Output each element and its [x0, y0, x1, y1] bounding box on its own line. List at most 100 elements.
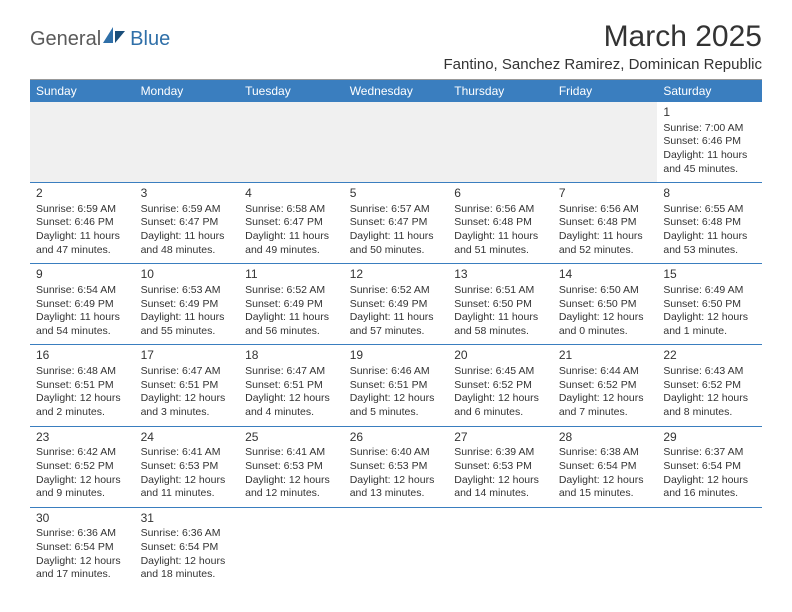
sunset-text: Sunset: 6:47 PM	[141, 216, 234, 230]
daylight-text: and 9 minutes.	[36, 487, 129, 501]
day-number: 5	[350, 186, 443, 202]
day-number: 9	[36, 267, 129, 283]
daylight-text: and 50 minutes.	[350, 244, 443, 258]
day-number: 30	[36, 511, 129, 527]
weekday-header: Friday	[553, 80, 658, 102]
sunrise-text: Sunrise: 6:51 AM	[454, 284, 547, 298]
calendar-day-cell: 13Sunrise: 6:51 AMSunset: 6:50 PMDayligh…	[448, 264, 553, 345]
daylight-text: and 45 minutes.	[663, 163, 756, 177]
sunset-text: Sunset: 6:51 PM	[141, 379, 234, 393]
daylight-text: Daylight: 12 hours	[36, 392, 129, 406]
day-number: 29	[663, 430, 756, 446]
day-number: 21	[559, 348, 652, 364]
daylight-text: and 14 minutes.	[454, 487, 547, 501]
daylight-text: Daylight: 11 hours	[454, 230, 547, 244]
daylight-text: Daylight: 12 hours	[663, 392, 756, 406]
calendar-day-cell	[239, 102, 344, 183]
sunrise-text: Sunrise: 6:38 AM	[559, 446, 652, 460]
calendar-day-cell	[30, 102, 135, 183]
calendar-day-cell	[344, 507, 449, 588]
calendar-day-cell: 27Sunrise: 6:39 AMSunset: 6:53 PMDayligh…	[448, 426, 553, 507]
weekday-header: Tuesday	[239, 80, 344, 102]
sunrise-text: Sunrise: 6:49 AM	[663, 284, 756, 298]
day-number: 25	[245, 430, 338, 446]
sunrise-text: Sunrise: 6:58 AM	[245, 203, 338, 217]
calendar-day-cell: 14Sunrise: 6:50 AMSunset: 6:50 PMDayligh…	[553, 264, 658, 345]
daylight-text: Daylight: 11 hours	[141, 311, 234, 325]
calendar-day-cell: 20Sunrise: 6:45 AMSunset: 6:52 PMDayligh…	[448, 345, 553, 426]
day-number: 11	[245, 267, 338, 283]
day-number: 7	[559, 186, 652, 202]
sunset-text: Sunset: 6:50 PM	[454, 298, 547, 312]
daylight-text: and 54 minutes.	[36, 325, 129, 339]
calendar-day-cell: 18Sunrise: 6:47 AMSunset: 6:51 PMDayligh…	[239, 345, 344, 426]
daylight-text: and 11 minutes.	[141, 487, 234, 501]
sunset-text: Sunset: 6:47 PM	[350, 216, 443, 230]
calendar-day-cell: 16Sunrise: 6:48 AMSunset: 6:51 PMDayligh…	[30, 345, 135, 426]
calendar-week-row: 30Sunrise: 6:36 AMSunset: 6:54 PMDayligh…	[30, 507, 762, 588]
calendar-table: Sunday Monday Tuesday Wednesday Thursday…	[30, 80, 762, 588]
day-number: 15	[663, 267, 756, 283]
sunrise-text: Sunrise: 6:39 AM	[454, 446, 547, 460]
day-number: 3	[141, 186, 234, 202]
sunset-text: Sunset: 6:51 PM	[350, 379, 443, 393]
day-number: 12	[350, 267, 443, 283]
calendar-week-row: 23Sunrise: 6:42 AMSunset: 6:52 PMDayligh…	[30, 426, 762, 507]
daylight-text: and 17 minutes.	[36, 568, 129, 582]
calendar-day-cell: 29Sunrise: 6:37 AMSunset: 6:54 PMDayligh…	[657, 426, 762, 507]
calendar-day-cell: 15Sunrise: 6:49 AMSunset: 6:50 PMDayligh…	[657, 264, 762, 345]
daylight-text: Daylight: 12 hours	[454, 392, 547, 406]
daylight-text: Daylight: 12 hours	[350, 474, 443, 488]
calendar-day-cell	[344, 102, 449, 183]
calendar-week-row: 2Sunrise: 6:59 AMSunset: 6:46 PMDaylight…	[30, 183, 762, 264]
calendar-day-cell: 19Sunrise: 6:46 AMSunset: 6:51 PMDayligh…	[344, 345, 449, 426]
daylight-text: and 7 minutes.	[559, 406, 652, 420]
sunrise-text: Sunrise: 6:55 AM	[663, 203, 756, 217]
daylight-text: and 12 minutes.	[245, 487, 338, 501]
sunset-text: Sunset: 6:49 PM	[350, 298, 443, 312]
calendar-day-cell: 12Sunrise: 6:52 AMSunset: 6:49 PMDayligh…	[344, 264, 449, 345]
page-title: March 2025	[444, 20, 762, 54]
day-number: 23	[36, 430, 129, 446]
daylight-text: Daylight: 12 hours	[559, 311, 652, 325]
sunrise-text: Sunrise: 6:46 AM	[350, 365, 443, 379]
calendar-day-cell: 31Sunrise: 6:36 AMSunset: 6:54 PMDayligh…	[135, 507, 240, 588]
logo-sail-icon	[101, 25, 127, 50]
sunset-text: Sunset: 6:53 PM	[350, 460, 443, 474]
sunset-text: Sunset: 6:52 PM	[559, 379, 652, 393]
calendar-day-cell: 28Sunrise: 6:38 AMSunset: 6:54 PMDayligh…	[553, 426, 658, 507]
daylight-text: and 16 minutes.	[663, 487, 756, 501]
sunset-text: Sunset: 6:46 PM	[36, 216, 129, 230]
daylight-text: Daylight: 12 hours	[245, 392, 338, 406]
daylight-text: Daylight: 11 hours	[141, 230, 234, 244]
day-number: 13	[454, 267, 547, 283]
calendar-day-cell	[657, 507, 762, 588]
daylight-text: Daylight: 12 hours	[36, 555, 129, 569]
calendar-day-cell: 3Sunrise: 6:59 AMSunset: 6:47 PMDaylight…	[135, 183, 240, 264]
daylight-text: Daylight: 12 hours	[245, 474, 338, 488]
day-number: 2	[36, 186, 129, 202]
day-number: 8	[663, 186, 756, 202]
daylight-text: Daylight: 11 hours	[350, 311, 443, 325]
daylight-text: and 2 minutes.	[36, 406, 129, 420]
sunrise-text: Sunrise: 6:36 AM	[141, 527, 234, 541]
daylight-text: and 51 minutes.	[454, 244, 547, 258]
daylight-text: Daylight: 11 hours	[245, 311, 338, 325]
calendar-day-cell: 4Sunrise: 6:58 AMSunset: 6:47 PMDaylight…	[239, 183, 344, 264]
daylight-text: Daylight: 11 hours	[36, 311, 129, 325]
calendar-week-row: 9Sunrise: 6:54 AMSunset: 6:49 PMDaylight…	[30, 264, 762, 345]
sunrise-text: Sunrise: 6:47 AM	[245, 365, 338, 379]
sunrise-text: Sunrise: 6:48 AM	[36, 365, 129, 379]
calendar-day-cell: 10Sunrise: 6:53 AMSunset: 6:49 PMDayligh…	[135, 264, 240, 345]
header-area: General Blue March 2025 Fantino, Sanchez…	[30, 20, 762, 73]
sunrise-text: Sunrise: 6:52 AM	[245, 284, 338, 298]
calendar-day-cell: 24Sunrise: 6:41 AMSunset: 6:53 PMDayligh…	[135, 426, 240, 507]
sunset-text: Sunset: 6:51 PM	[36, 379, 129, 393]
calendar-day-cell: 9Sunrise: 6:54 AMSunset: 6:49 PMDaylight…	[30, 264, 135, 345]
sunrise-text: Sunrise: 6:50 AM	[559, 284, 652, 298]
sunset-text: Sunset: 6:50 PM	[663, 298, 756, 312]
daylight-text: and 13 minutes.	[350, 487, 443, 501]
day-number: 14	[559, 267, 652, 283]
daylight-text: and 53 minutes.	[663, 244, 756, 258]
day-number: 22	[663, 348, 756, 364]
